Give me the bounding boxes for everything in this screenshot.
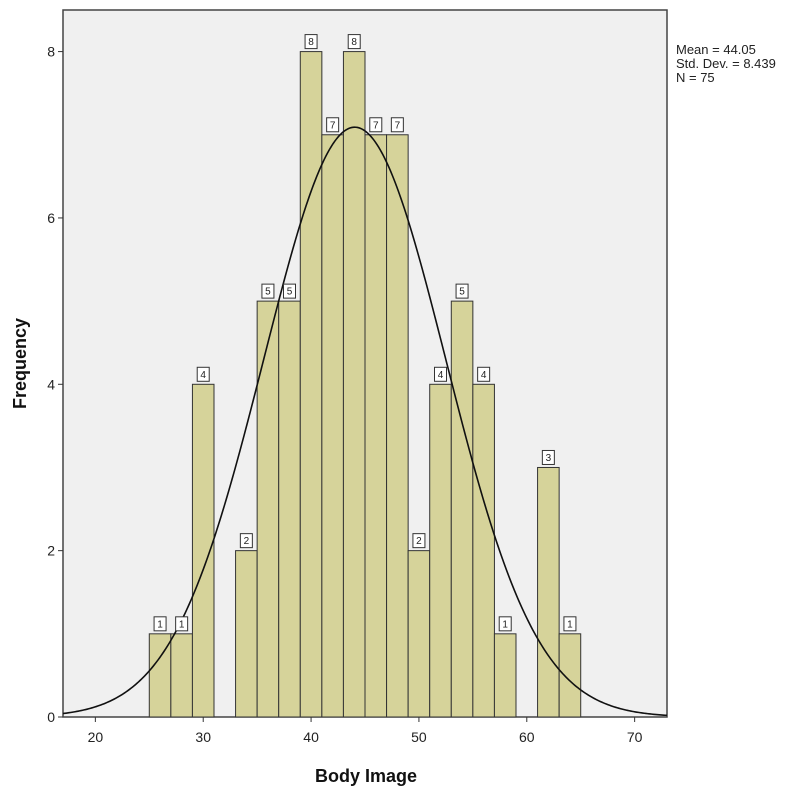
data-label-box (304, 34, 318, 50)
data-label: 1 (179, 619, 185, 630)
x-axis-title: Body Image (315, 766, 417, 786)
data-labels: 1 1 4 2 5 5 8 7 8 7 7 2 4 5 4 1 3 1 (153, 34, 577, 632)
data-label-box (153, 616, 167, 632)
x-tick-label: 40 (303, 729, 319, 745)
data-label: 1 (157, 619, 163, 630)
data-label: 7 (330, 120, 336, 131)
stats-box: Mean = 44.05 Std. Dev. = 8.439 N = 75 (676, 43, 776, 85)
data-label-box (434, 366, 447, 382)
data-label-box (283, 283, 296, 299)
histogram-bar (407, 550, 431, 718)
histogram-bar (429, 383, 452, 718)
data-label-box (455, 283, 469, 299)
data-label-box (541, 449, 555, 465)
x-tick-label: 20 (88, 729, 104, 745)
axes: 20 30 40 50 60 70 0 2 4 6 8 (47, 44, 642, 745)
data-label: 1 (502, 619, 508, 630)
data-label: 8 (351, 37, 357, 48)
histogram-bar (299, 51, 323, 718)
x-tick-label: 60 (519, 729, 535, 745)
data-label-box (369, 117, 383, 133)
data-label: 4 (481, 370, 487, 381)
data-label: 7 (395, 120, 401, 131)
data-label: 4 (200, 370, 206, 381)
data-label-box (326, 117, 340, 133)
x-tick-label: 50 (411, 729, 427, 745)
histogram-bar (537, 466, 560, 718)
histogram-bar (342, 51, 366, 718)
histogram-bar (235, 550, 258, 718)
y-tick-label: 8 (47, 44, 55, 60)
data-label-box (477, 366, 491, 382)
data-label-box (175, 616, 189, 632)
histogram-bar (558, 633, 582, 718)
data-label: 5 (459, 287, 465, 298)
histogram-bar (321, 134, 344, 718)
x-tick-label: 70 (627, 729, 643, 745)
data-label-box (563, 616, 577, 632)
data-label-box (390, 117, 404, 133)
normal-curve (62, 126, 668, 717)
data-label: 5 (287, 287, 293, 298)
y-tick-label: 4 (47, 376, 55, 392)
n-stat: N = 75 (676, 70, 715, 85)
histogram-bar (170, 633, 193, 718)
data-label: 2 (416, 536, 422, 547)
mean-stat: Mean = 44.05 (676, 42, 756, 57)
data-label: 4 (438, 370, 444, 381)
data-label-box (498, 616, 512, 632)
data-label: 8 (308, 37, 314, 48)
data-label: 1 (567, 619, 573, 630)
histogram-bar (386, 134, 409, 718)
sd-stat: Std. Dev. = 8.439 (676, 56, 776, 71)
histogram-bar (450, 300, 474, 718)
y-tick-label: 0 (47, 709, 55, 725)
bars (148, 51, 582, 718)
data-label-box (347, 34, 361, 50)
data-label-box (412, 533, 426, 549)
data-label: 3 (546, 453, 552, 464)
data-label: 5 (265, 287, 271, 298)
data-label-box (196, 366, 210, 382)
histogram-bar (472, 383, 495, 718)
histogram-bar (278, 300, 301, 718)
data-label-box (239, 533, 253, 549)
histogram-bar (493, 633, 517, 718)
data-label: 7 (373, 120, 379, 131)
y-axis-title: Frequency (10, 318, 30, 409)
histogram-bar (256, 300, 280, 718)
data-label-box (261, 283, 275, 299)
y-tick-label: 6 (47, 210, 55, 226)
histogram-bar (364, 134, 388, 718)
x-tick-label: 30 (195, 729, 211, 745)
y-tick-label: 2 (47, 543, 55, 559)
data-label: 2 (244, 536, 250, 547)
